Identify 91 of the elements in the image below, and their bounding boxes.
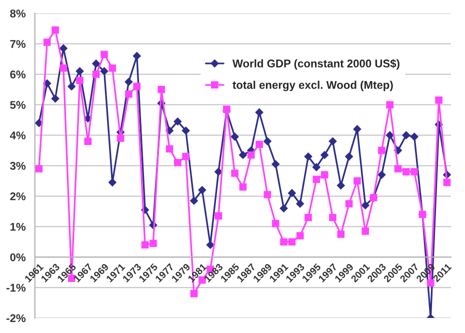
- point: [190, 290, 198, 298]
- point: [59, 44, 68, 52]
- point: [378, 146, 386, 154]
- point: [108, 64, 116, 72]
- legend-label: total energy excl. Wood (Mtep): [232, 80, 393, 92]
- point: [378, 170, 386, 179]
- point: [255, 108, 264, 116]
- point: [280, 238, 288, 246]
- point: [272, 160, 280, 168]
- point: [394, 165, 402, 172]
- point: [198, 186, 206, 194]
- point: [320, 171, 328, 178]
- y-tick-label: 4%: [10, 131, 26, 140]
- point: [354, 177, 361, 185]
- point: [410, 132, 418, 141]
- point: [100, 50, 108, 58]
- point: [320, 151, 329, 159]
- point: [92, 60, 100, 68]
- point: [386, 131, 394, 140]
- y-tick-label: -1%: [6, 284, 26, 292]
- point: [100, 67, 108, 76]
- point: [361, 201, 370, 210]
- point: [362, 228, 370, 235]
- point: [353, 125, 362, 134]
- point: [239, 151, 247, 159]
- point: [402, 131, 410, 140]
- point: [263, 137, 272, 146]
- y-tick-label: 5%: [10, 101, 26, 109]
- point: [296, 232, 304, 240]
- point: [35, 119, 43, 127]
- point: [280, 204, 288, 212]
- point: [435, 96, 442, 104]
- point: [182, 126, 190, 135]
- point: [336, 182, 345, 190]
- point: [337, 230, 345, 238]
- point: [174, 158, 182, 166]
- point: [190, 196, 198, 205]
- point: [125, 90, 132, 98]
- point: [345, 200, 353, 208]
- y-tick-label: -2%: [6, 314, 26, 322]
- y-tick-label: 3%: [10, 162, 26, 170]
- point: [76, 67, 84, 76]
- point: [239, 183, 247, 191]
- point: [214, 212, 222, 220]
- point: [124, 78, 133, 86]
- point: [150, 240, 157, 248]
- point: [386, 101, 394, 108]
- point: [182, 152, 190, 160]
- point: [116, 134, 124, 142]
- point: [133, 82, 141, 90]
- y-tick-label: 6%: [10, 70, 26, 78]
- point: [296, 200, 304, 208]
- point: [231, 170, 238, 177]
- point: [402, 168, 410, 176]
- point: [60, 64, 68, 72]
- point: [304, 152, 312, 160]
- point: [329, 214, 336, 222]
- point: [132, 52, 141, 60]
- point: [174, 118, 182, 126]
- y-tick-label: 7%: [10, 40, 26, 48]
- y-tick-label: 1%: [10, 222, 26, 231]
- point: [410, 168, 418, 176]
- point: [288, 238, 296, 246]
- point: [51, 94, 60, 103]
- point: [247, 151, 255, 159]
- point: [304, 214, 312, 222]
- point: [141, 241, 149, 249]
- point: [166, 145, 174, 153]
- point: [76, 76, 84, 84]
- point: [43, 38, 51, 46]
- point: [158, 86, 166, 94]
- point: [92, 70, 100, 78]
- point: [52, 26, 59, 34]
- point: [108, 178, 116, 186]
- point: [256, 140, 263, 148]
- point: [272, 220, 280, 228]
- point: [288, 189, 296, 198]
- point: [264, 190, 272, 198]
- y-tick-label: 2%: [10, 192, 26, 200]
- point: [345, 152, 354, 160]
- legend-label: World GDP (constant 2000 US$): [232, 59, 400, 70]
- point: [312, 176, 320, 184]
- point: [68, 82, 76, 90]
- point: [230, 132, 239, 141]
- point: [443, 178, 451, 186]
- point: [84, 138, 92, 145]
- point: [35, 165, 43, 172]
- y-tick-label: 8%: [10, 10, 26, 18]
- point: [312, 163, 320, 172]
- y-tick-label: 0%: [10, 253, 26, 262]
- point: [328, 137, 337, 146]
